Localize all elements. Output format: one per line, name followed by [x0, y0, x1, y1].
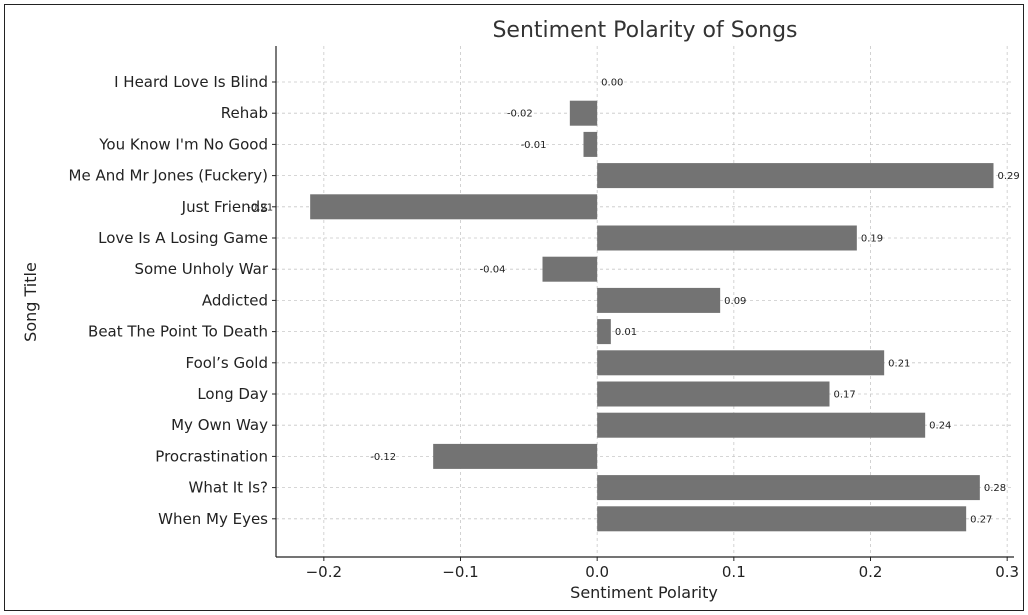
data-label: 0.01	[615, 327, 637, 338]
axes	[272, 46, 1014, 561]
bar	[597, 506, 967, 532]
category-label: Procrastination	[155, 447, 268, 465]
x-tick-label: 0.3	[995, 563, 1019, 581]
bar	[542, 256, 598, 282]
x-axis-label: Sentiment Polarity	[570, 583, 718, 602]
bar	[597, 163, 994, 189]
data-label: -0.12	[370, 452, 396, 463]
x-tick-labels: −0.2 −0.1 0.0 0.1 0.2 0.3	[306, 563, 1019, 581]
bar	[583, 131, 598, 157]
data-label: 0.09	[724, 296, 746, 307]
category-label: My Own Way	[171, 416, 268, 434]
x-tick-label: 0.2	[859, 563, 883, 581]
data-label: 0.00	[601, 78, 623, 89]
category-labels: I Heard Love Is Blind Rehab You Know I'm N…	[69, 73, 269, 528]
x-tick-label: −0.2	[306, 563, 342, 581]
category-label: When My Eyes	[158, 510, 268, 528]
category-label: Long Day	[197, 385, 268, 403]
x-tick-label: 0.0	[585, 563, 609, 581]
data-label: -0.21	[247, 202, 273, 213]
data-label: -0.04	[480, 265, 506, 276]
data-labels: 0.00 -0.02 -0.01 0.29 -0.21 0.19 -0.04 0.09 0.01…	[247, 78, 1020, 526]
chart-title: Sentiment Polarity of Songs	[492, 18, 797, 43]
bars	[310, 100, 994, 532]
data-label: 0.19	[861, 234, 883, 245]
data-label: 0.29	[998, 171, 1020, 182]
category-label: Me And Mr Jones (Fuckery)	[69, 167, 268, 185]
bar	[597, 381, 830, 407]
bar	[597, 287, 721, 313]
bar	[433, 443, 598, 469]
category-label: I Heard Love Is Blind	[114, 73, 268, 91]
category-label: Addicted	[202, 291, 268, 309]
bar	[597, 319, 611, 345]
data-label: -0.02	[507, 109, 533, 120]
category-label: Love Is A Losing Game	[98, 229, 268, 247]
bar	[597, 350, 885, 376]
category-label: You Know I'm No Good	[98, 135, 268, 153]
category-label: Fool’s Gold	[186, 354, 268, 372]
data-label: 0.21	[888, 358, 910, 369]
data-label: -0.01	[521, 140, 547, 151]
data-label: 0.24	[929, 421, 951, 432]
bar	[597, 475, 980, 501]
x-tick-label: −0.1	[442, 563, 478, 581]
category-label: Some Unholy War	[134, 260, 268, 278]
bar	[597, 412, 926, 438]
category-label: Just Friends	[181, 198, 269, 216]
bar	[597, 225, 857, 251]
x-tick-label: 0.1	[722, 563, 746, 581]
category-label: Rehab	[221, 104, 268, 122]
y-axis-label: Song Title	[21, 262, 40, 342]
category-label: Beat The Point To Death	[88, 323, 268, 341]
data-label: 0.17	[834, 390, 856, 401]
data-label: 0.27	[970, 514, 992, 525]
category-label: What It Is?	[189, 479, 268, 497]
data-label: 0.28	[984, 483, 1006, 494]
bar	[310, 194, 598, 220]
bar	[569, 100, 598, 126]
